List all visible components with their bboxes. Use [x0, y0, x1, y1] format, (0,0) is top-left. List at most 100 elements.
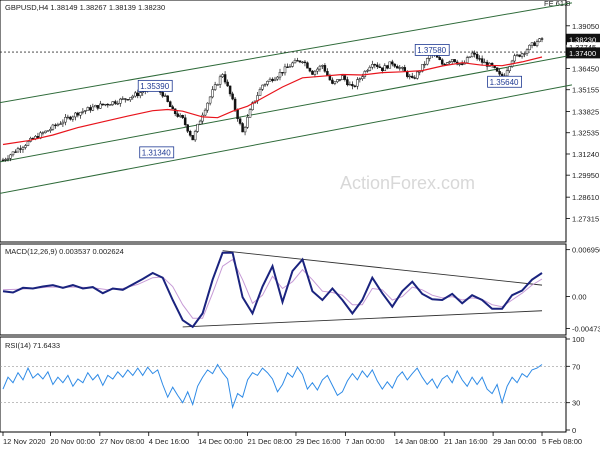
candle-body	[188, 131, 192, 136]
candle-body	[178, 115, 182, 117]
candle-body	[483, 61, 486, 64]
candle-body	[398, 67, 402, 69]
candle-body	[268, 78, 272, 82]
candle-body	[114, 101, 117, 104]
candle-body	[101, 103, 105, 106]
candle-body	[273, 78, 277, 82]
candle-body	[415, 71, 419, 79]
candle-body	[338, 79, 342, 81]
candle-body	[198, 120, 202, 125]
candle-body	[231, 93, 234, 100]
candle-body	[326, 71, 329, 76]
candle-body	[450, 59, 454, 62]
x-tick-label: 21 Dec 08:00	[248, 437, 293, 446]
x-tick-label: 14 Jan 08:00	[395, 437, 438, 446]
price-tick-label: 1.32535	[572, 129, 599, 138]
candle-body	[196, 123, 199, 132]
candle-body	[109, 104, 112, 106]
candle-body	[163, 95, 167, 97]
x-tick-label: 20 Nov 00:00	[50, 437, 95, 446]
candle-body	[173, 108, 177, 115]
candle-body	[298, 60, 302, 63]
candle-body	[458, 63, 461, 65]
candle-body	[216, 84, 219, 86]
x-tick-label: 29 Dec 16:00	[296, 437, 341, 446]
candle-body	[261, 84, 264, 90]
macd-tick-label: -0.004736	[572, 325, 600, 334]
candle-body	[141, 91, 144, 93]
candle-body	[333, 81, 337, 84]
candle-body	[425, 58, 429, 65]
candle-body	[119, 98, 122, 104]
candle-body	[191, 135, 194, 141]
candle-body	[530, 42, 534, 46]
price-badge-label: 1.37400	[569, 49, 596, 58]
rsi-line	[2, 363, 543, 410]
candle-body	[24, 145, 27, 148]
candle-body	[361, 76, 364, 79]
candle-body	[495, 67, 499, 72]
annotation-box	[414, 44, 450, 56]
candle-body	[331, 79, 334, 84]
candle-body	[201, 114, 204, 122]
candle-body	[351, 84, 354, 87]
candle-body	[26, 141, 30, 146]
candle-body	[540, 38, 544, 40]
candle-body	[460, 63, 464, 65]
candle-body	[386, 65, 389, 69]
candle-body	[283, 66, 287, 74]
price-badge-label: 1.38230	[569, 35, 596, 44]
candle-body	[303, 61, 307, 64]
candle-body	[278, 72, 282, 78]
candle-body	[221, 74, 224, 78]
candle-body	[233, 98, 237, 111]
price-title: GBPUSD,H4 1.38149 1.38267 1.38139 1.3823…	[5, 3, 165, 12]
candle-body	[453, 59, 456, 63]
candle-body	[161, 92, 164, 97]
candle-body	[228, 85, 232, 95]
candle-body	[423, 63, 426, 66]
candle-body	[11, 151, 15, 156]
rsi-panel: RSI(14) 71.6433 100 70 30 0	[0, 335, 585, 435]
candle-body	[520, 53, 524, 57]
candlesticks	[1, 37, 544, 162]
candle-body	[525, 49, 529, 54]
candle-body	[413, 77, 416, 79]
candle-body	[206, 102, 209, 111]
price-tick-label: 1.29950	[572, 171, 599, 180]
rsi-title: RSI(14) 71.6433	[5, 341, 60, 350]
candle-body	[271, 78, 274, 82]
candle-body	[176, 113, 179, 117]
candle-body	[418, 71, 421, 73]
candle-body	[473, 52, 476, 55]
candle-body	[124, 98, 127, 100]
macd-title: MACD(12,26,9) 0.003537 0.002624	[5, 247, 124, 256]
candle-body	[391, 61, 394, 65]
macd-tick-label: 0.006956	[572, 246, 600, 255]
candle-body	[420, 64, 424, 72]
candle-body	[61, 121, 65, 125]
annotation-box	[137, 79, 173, 92]
candle-body	[538, 38, 541, 42]
candle-body	[66, 116, 70, 119]
candle-body	[213, 84, 217, 90]
candle-body	[171, 106, 174, 110]
candle-body	[411, 75, 414, 78]
candle-body	[346, 79, 349, 86]
candle-body	[91, 106, 95, 111]
candle-body	[263, 83, 267, 86]
candle-body	[51, 124, 55, 130]
candle-body	[44, 130, 47, 133]
annotation-label: 1.31340	[142, 148, 171, 157]
candle-body	[308, 67, 312, 72]
candle-body	[363, 71, 367, 77]
candle-body	[293, 60, 297, 64]
price-tick-label: 1.35155	[572, 86, 599, 95]
candle-body	[286, 66, 289, 68]
candle-body	[116, 103, 120, 105]
candle-body	[14, 151, 17, 153]
channel-lower-line	[0, 84, 573, 194]
candle-body	[246, 117, 249, 128]
price-panel: GBPUSD,H4 1.38149 1.38267 1.38139 1.3823…	[0, 0, 600, 243]
